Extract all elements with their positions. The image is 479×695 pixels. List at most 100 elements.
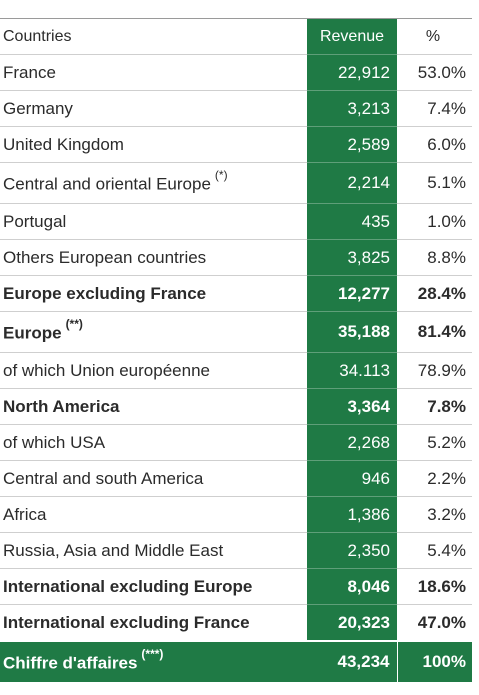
table-cell: 3,825 <box>307 239 397 276</box>
table-cell: Chiffre d'affaires (***) <box>0 640 307 682</box>
table-cell: Central and south America <box>0 460 307 497</box>
cell-text: 81.4% <box>417 322 466 341</box>
cell-text: 78.9% <box>417 360 466 380</box>
cell-text: of which Union européenne <box>3 360 210 380</box>
header-cell: Countries <box>0 18 307 55</box>
cell-text: Russia, Asia and Middle East <box>3 540 224 560</box>
table-row: Europe excluding France 12,277 28.4% <box>0 275 472 312</box>
table-cell: 2,268 <box>307 424 397 461</box>
cell-text: 946 <box>361 468 390 488</box>
cell-text: 435 <box>361 211 390 231</box>
cell-text: 6.0% <box>427 134 466 154</box>
table-cell: of which Union européenne <box>0 352 307 389</box>
cell-text: 28.4% <box>417 283 466 303</box>
table-cell: 22,912 <box>307 54 397 91</box>
table-cell: 2,589 <box>307 126 397 163</box>
cell-text: 35,188 <box>338 322 390 341</box>
header-row: Countries Revenue % <box>0 18 472 55</box>
table-cell: 6.0% <box>397 126 472 163</box>
cell-text: Chiffre d'affaires <box>3 653 138 673</box>
cell-text: Central and south America <box>3 468 204 488</box>
cell-text: 2,214 <box>347 173 390 192</box>
header-cell: Revenue <box>307 18 397 55</box>
table-cell: 3,364 <box>307 388 397 425</box>
table-row: North America 3,364 7.8% <box>0 388 472 425</box>
table-row: Central and oriental Europe (*) 2,214 5.1% <box>0 162 472 204</box>
table-cell: 946 <box>307 460 397 497</box>
table-cell: 5.2% <box>397 424 472 461</box>
table-cell: 7.4% <box>397 90 472 127</box>
table-cell: Central and oriental Europe (*) <box>0 162 307 204</box>
table-cell: North America <box>0 388 307 425</box>
table-cell: Portugal <box>0 203 307 240</box>
table-cell: Germany <box>0 90 307 127</box>
cell-text: 12,277 <box>338 283 390 303</box>
table-cell: 20,323 <box>307 604 397 641</box>
table-row: Europe (**) 35,188 81.4% <box>0 311 472 353</box>
cell-text: 2,589 <box>347 134 390 154</box>
table-row: Germany 3,213 7.4% <box>0 90 472 127</box>
cell-text: Europe excluding France <box>3 283 207 303</box>
footnote-mark: (**) <box>65 316 83 331</box>
cell-text: 3,213 <box>347 98 390 118</box>
table-row: International excluding France 20,323 47.0… <box>0 604 472 641</box>
footnote-mark: (***) <box>141 646 164 661</box>
cell-text: International excluding Europe <box>3 576 253 596</box>
table-cell: 3.2% <box>397 496 472 533</box>
table-row: Africa 1,386 3.2% <box>0 496 472 533</box>
table-cell: International excluding France <box>0 604 307 641</box>
table-cell: 12,277 <box>307 275 397 312</box>
table-row: International excluding Europe 8,046 18.6% <box>0 568 472 605</box>
table-row: of which Union européenne 34.113 78.9% <box>0 352 472 389</box>
table-row: Chiffre d'affaires (***) 43,234 100% <box>0 640 472 682</box>
table-cell: France <box>0 54 307 91</box>
cell-text: 2,268 <box>347 432 390 452</box>
header-cell: % <box>397 18 472 55</box>
table-cell: Russia, Asia and Middle East <box>0 532 307 569</box>
table-cell: Europe excluding France <box>0 275 307 312</box>
table-cell: Others European countries <box>0 239 307 276</box>
cell-text: Europe <box>3 323 62 343</box>
table-row: France 22,912 53.0% <box>0 54 472 91</box>
table-cell: 435 <box>307 203 397 240</box>
cell-text: Others European countries <box>3 247 207 267</box>
cell-text: 8,046 <box>347 576 390 596</box>
table-cell: 28.4% <box>397 275 472 312</box>
table-row: Others European countries 3,825 8.8% <box>0 239 472 276</box>
cell-text: 1,386 <box>347 504 390 524</box>
page: {"table": { "header": ["Countries", "Rev… <box>0 18 479 695</box>
cell-text: 5.1% <box>427 173 466 192</box>
cell-text: France <box>3 62 56 82</box>
table-cell: United Kingdom <box>0 126 307 163</box>
cell-text: 7.4% <box>427 98 466 118</box>
cell-text: Africa <box>3 504 47 524</box>
table-cell: 5.1% <box>397 162 472 204</box>
table-cell: 35,188 <box>307 311 397 353</box>
cell-text: Germany <box>3 98 73 118</box>
table-body: Countries Revenue % France 22,912 53.0% Ger… <box>0 18 472 682</box>
cell-text: 3,825 <box>347 247 390 267</box>
table-row: of which USA 2,268 5.2% <box>0 424 472 461</box>
cell-text: 53.0% <box>417 62 466 82</box>
table-cell: 1,386 <box>307 496 397 533</box>
cell-text: North America <box>3 396 120 416</box>
table-cell: 53.0% <box>397 54 472 91</box>
table-row: United Kingdom 2,589 6.0% <box>0 126 472 163</box>
cell-text: Portugal <box>3 211 67 231</box>
table-cell: 2.2% <box>397 460 472 497</box>
cell-text: 20,323 <box>338 612 390 632</box>
table-cell: 2,350 <box>307 532 397 569</box>
cell-text: 2,350 <box>347 540 390 560</box>
cell-text: 3,364 <box>347 396 390 416</box>
cell-text: 34.113 <box>339 360 390 380</box>
table-cell: 43,234 <box>307 640 397 682</box>
table-cell: 47.0% <box>397 604 472 641</box>
cell-text: 22,912 <box>338 62 390 82</box>
cell-text: 18.6% <box>417 576 466 596</box>
cell-text: 5.4% <box>427 540 466 560</box>
table-cell: 2,214 <box>307 162 397 204</box>
cell-text: Central and oriental Europe <box>3 174 211 194</box>
table-row: Russia, Asia and Middle East 2,350 5.4% <box>0 532 472 569</box>
cell-text: 8.8% <box>427 247 466 267</box>
revenue-table: Countries Revenue % France 22,912 53.0% Ger… <box>0 18 472 682</box>
